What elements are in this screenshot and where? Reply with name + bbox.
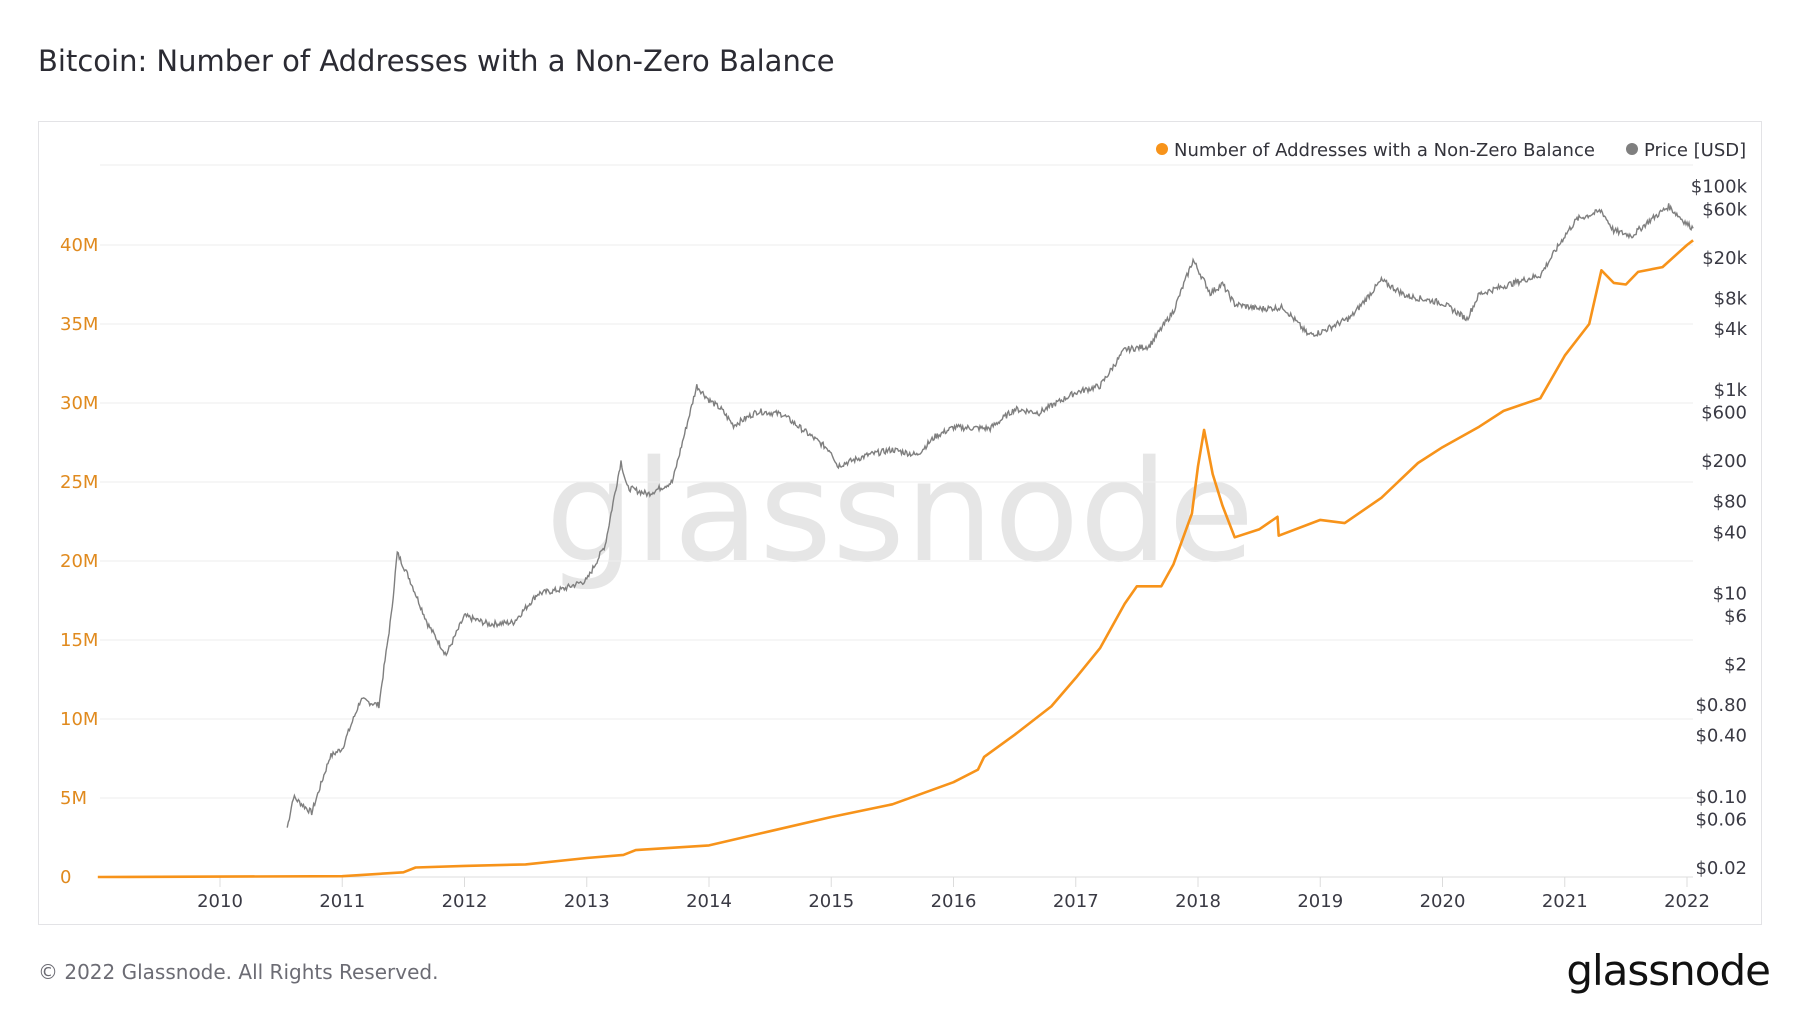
right-tick-label: $0.02 [1695,858,1747,879]
watermark: glassnode [546,431,1255,594]
left-tick-label: 15M [60,630,98,651]
x-tick-label: 2020 [1420,891,1466,912]
right-tick-label: $8k [1714,288,1748,309]
left-tick-label: 5M [60,788,87,809]
right-tick-label: $80 [1713,492,1747,513]
x-tick-label: 2018 [1175,891,1221,912]
left-tick-label: 40M [60,235,98,256]
chart-title: Bitcoin: Number of Addresses with a Non-… [38,44,835,78]
left-tick-label: 20M [60,551,98,572]
right-tick-label: $1k [1714,380,1748,401]
x-tick-label: 2017 [1053,891,1099,912]
price-line [286,203,1694,828]
x-tick-label: 2014 [686,891,732,912]
right-tick-label: $100k [1691,177,1748,198]
left-tick-label: 25M [60,472,98,493]
right-tick-label: $4k [1714,319,1748,340]
right-tick-label: $600 [1701,403,1747,424]
right-tick-label: $0.80 [1695,695,1747,716]
x-tick-label: 2022 [1664,891,1710,912]
addresses-line [97,239,1694,879]
right-tick-label: $40 [1713,522,1747,543]
left-tick-label: 30M [60,393,98,414]
legend-swatch-addresses [1156,143,1168,155]
right-tick-label: $0.40 [1695,726,1747,747]
legend-label-addresses[interactable]: Number of Addresses with a Non-Zero Bala… [1174,140,1595,161]
glassnode-logo: glassnode [1566,946,1771,995]
legend: Number of Addresses with a Non-Zero Bala… [1156,140,1746,161]
copyright-footer: © 2022 Glassnode. All Rights Reserved. [38,960,439,984]
right-tick-label: $0.10 [1695,787,1747,808]
chart-frame [38,121,1762,925]
right-tick-label: $6 [1724,606,1747,627]
right-tick-label: $2 [1724,655,1747,676]
right-tick-label: $20k [1702,248,1747,269]
left-tick-label: 0 [60,867,71,888]
x-tick-label: 2016 [931,891,977,912]
x-tick-label: 2011 [319,891,365,912]
x-tick-label: 2013 [564,891,610,912]
right-tick-label: $60k [1702,199,1747,220]
x-tick-label: 2019 [1297,891,1343,912]
x-tick-label: 2010 [197,891,243,912]
x-tick-label: 2015 [808,891,854,912]
x-tick-label: 2021 [1542,891,1588,912]
left-tick-label: 35M [60,314,98,335]
right-tick-label: $0.06 [1695,809,1747,830]
x-tick-label: 2012 [442,891,488,912]
legend-label-price[interactable]: Price [USD] [1644,140,1746,161]
right-tick-label: $10 [1713,584,1747,605]
left-tick-label: 10M [60,709,98,730]
legend-swatch-price [1626,143,1638,155]
right-tick-label: $200 [1701,451,1747,472]
